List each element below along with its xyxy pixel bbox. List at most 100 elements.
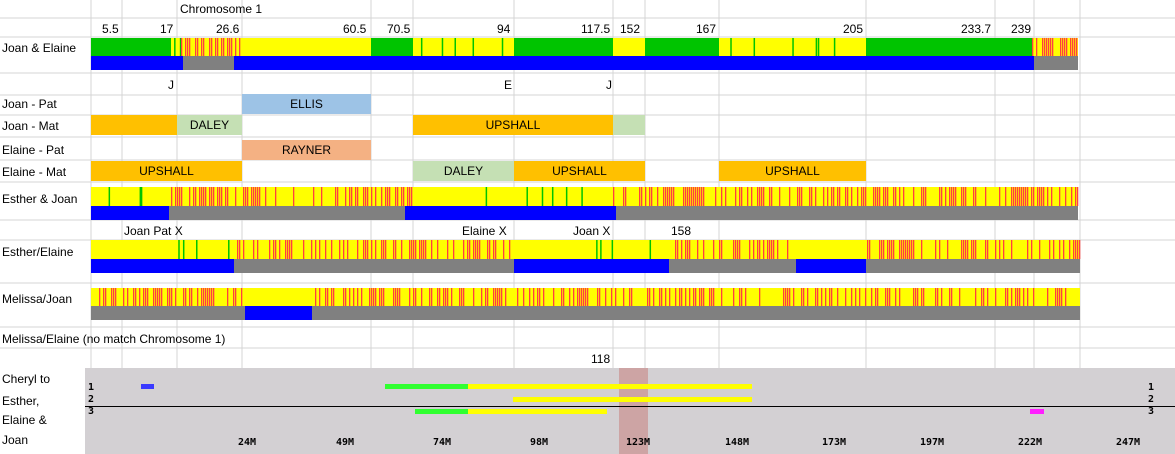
mj-stripe — [143, 288, 145, 306]
ej-stripe — [193, 187, 195, 206]
ee-stripe — [1053, 240, 1055, 259]
ej-stripe — [251, 187, 253, 206]
ej-green-tick — [485, 187, 488, 206]
ee-stripe — [477, 240, 479, 259]
mj-stripe — [381, 288, 383, 306]
mj-stripe — [1057, 288, 1059, 306]
track-number-3: 3 — [1148, 406, 1155, 417]
ee-green-tick — [196, 240, 198, 259]
mj-stripe — [871, 288, 873, 306]
scale-label: 5.5 — [102, 22, 119, 36]
ee-stripe — [269, 240, 271, 259]
ej-yellow — [91, 187, 169, 206]
ee-stripe — [753, 240, 755, 259]
ee-stripe — [415, 240, 417, 259]
ej-stripe — [999, 187, 1001, 206]
ej-stripe — [623, 187, 625, 206]
ej-stripe — [861, 187, 863, 206]
ej-stripe — [873, 187, 875, 206]
ee-stripe — [487, 240, 489, 259]
mj-stripe — [865, 288, 867, 306]
ej-stripe — [893, 187, 895, 206]
ee-stripe — [1073, 240, 1075, 259]
mj-stripe — [357, 288, 359, 306]
ej-stripe — [227, 187, 229, 206]
ej-stripe — [381, 187, 383, 206]
ej-stripe — [953, 187, 955, 206]
axis-tick: 148M — [725, 437, 750, 448]
mj-stripe — [415, 288, 417, 306]
ee-yellow — [514, 240, 669, 259]
mj-stripe — [803, 288, 805, 306]
ee-stripe — [1027, 240, 1029, 259]
ee-stripe — [883, 240, 885, 259]
ej-stripe — [1059, 187, 1061, 206]
ee-stripe — [503, 240, 505, 259]
je-full-match — [866, 38, 1032, 56]
mj-stripe — [653, 288, 655, 306]
ej-stripe — [407, 187, 409, 206]
ee-stripe — [1039, 240, 1041, 259]
row-label-melissa-elaine: Melissa/Elaine (no match Chromosome 1) — [2, 332, 226, 346]
mj-stripe — [169, 288, 171, 306]
mj-stripe — [647, 288, 649, 306]
mj-stripe — [695, 288, 697, 306]
mj-stripe — [197, 288, 199, 306]
je-red-stripe — [217, 38, 219, 56]
ee-stripe — [343, 240, 345, 259]
je-green-tick — [472, 38, 475, 56]
ee-stripe — [347, 240, 349, 259]
mj-stripe — [395, 288, 397, 306]
ej-green-tick — [140, 187, 143, 206]
mj-stripe — [379, 288, 381, 306]
ej-stripe — [703, 187, 705, 206]
ej-stripe — [255, 187, 257, 206]
mj-stripe — [1015, 288, 1017, 306]
ee-stripe — [771, 240, 773, 259]
scale-label: 205 — [843, 22, 864, 36]
ej-stripe — [219, 187, 221, 206]
je-red-stripe — [1046, 38, 1048, 56]
ee-stripe — [401, 240, 403, 259]
ej-stripe — [1015, 187, 1017, 206]
segment-joan-mat-2 — [613, 115, 645, 135]
ee-stripe — [735, 240, 737, 259]
axis-tick: 24M — [238, 437, 257, 448]
je-red-stripe — [1050, 38, 1052, 56]
ej-stripe — [973, 187, 975, 206]
mj-stripe — [133, 288, 135, 306]
mj-stripe — [393, 288, 395, 306]
track-number-1: 1 — [1148, 382, 1155, 393]
ee-stripe — [719, 240, 721, 259]
mj-stripe — [831, 288, 833, 306]
ej-stripe — [1025, 187, 1027, 206]
mj-stripe — [583, 288, 585, 306]
track-number-2: 2 — [1148, 394, 1155, 405]
mj-stripe — [859, 288, 861, 306]
mj-stripe — [899, 288, 901, 306]
ej-stripe — [735, 187, 737, 206]
mj-stripe — [577, 288, 579, 306]
ee-stripe — [1011, 240, 1013, 259]
segment-daley: DALEY — [413, 161, 514, 181]
ee-stripe — [907, 240, 909, 259]
ej-stripe — [697, 187, 699, 206]
ej-stripe — [779, 187, 781, 206]
ej-stripe — [725, 187, 727, 206]
mj-stripe — [553, 288, 555, 306]
mj-stripe — [127, 288, 129, 306]
ej-stripe — [189, 187, 191, 206]
ej-stripe — [403, 187, 405, 206]
ej-gray — [616, 206, 1078, 220]
mj-stripe — [923, 288, 925, 306]
ej-stripe — [1047, 187, 1049, 206]
centromere-band — [619, 368, 648, 454]
mj-stripe — [855, 288, 857, 306]
je-red-stripe — [1042, 38, 1044, 56]
mj-stripe — [921, 288, 923, 306]
ej-stripe — [247, 187, 249, 206]
ej-stripe — [235, 187, 237, 206]
ee-stripe — [677, 240, 679, 259]
mj-stripe — [459, 288, 461, 306]
ej-stripe — [371, 187, 373, 206]
